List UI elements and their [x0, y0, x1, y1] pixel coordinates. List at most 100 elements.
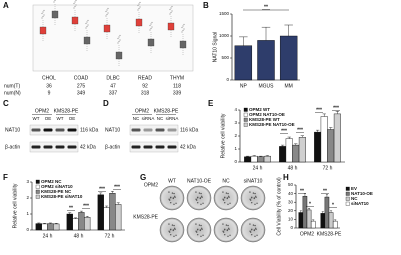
colony	[253, 197, 256, 200]
colony	[168, 191, 170, 193]
y-tick-label: 1	[234, 146, 237, 151]
band	[131, 145, 141, 149]
annotation: ***	[114, 184, 120, 190]
legend-swatch	[345, 186, 350, 191]
box	[51, 10, 59, 19]
legend-label: KMS28-PE siNAT10	[41, 194, 83, 199]
band	[155, 145, 165, 149]
colony	[225, 192, 228, 194]
outlier	[118, 40, 120, 43]
y-tick-label: 1	[26, 211, 29, 216]
colony	[249, 230, 251, 232]
panel-label: F	[3, 173, 8, 182]
y-tick-label: 0	[226, 77, 229, 82]
legend-label: siNAT10	[351, 201, 369, 206]
box	[115, 51, 123, 60]
outlier	[138, 3, 140, 5]
bar	[302, 195, 308, 229]
protein: β-actin	[5, 144, 20, 150]
outlier	[86, 25, 88, 28]
outlier	[73, 2, 75, 5]
outlier	[149, 24, 151, 27]
outlier	[119, 39, 121, 41]
panel-label: D	[103, 99, 109, 108]
band	[55, 128, 65, 132]
colony	[195, 230, 197, 232]
colony	[252, 192, 255, 194]
colony	[202, 234, 204, 236]
colony	[226, 197, 229, 200]
cell-line: OPM2	[35, 108, 49, 114]
colony	[254, 235, 256, 238]
y-tick-label: 0	[26, 227, 29, 232]
legend-swatch	[243, 122, 248, 127]
count: 337	[109, 90, 118, 96]
band	[167, 145, 177, 149]
colony	[198, 192, 201, 194]
band	[55, 145, 65, 149]
colony	[170, 234, 172, 236]
outlier	[87, 19, 89, 22]
colony	[254, 224, 256, 227]
bar	[234, 45, 253, 81]
x-tick-label: NP	[240, 83, 248, 89]
outlier	[73, 7, 75, 9]
colony	[200, 192, 202, 195]
bar	[84, 216, 91, 231]
colony	[228, 196, 230, 199]
row-label: num(N)	[4, 90, 21, 96]
legend-label: KMS28-PE WT	[249, 117, 280, 122]
outlier	[42, 11, 44, 13]
annotation: ***	[281, 128, 287, 134]
colony	[170, 228, 172, 230]
outlier	[106, 13, 108, 16]
outlier	[74, 1, 76, 3]
y-axis-label: NAT10 Signal	[212, 32, 218, 62]
band	[143, 145, 153, 149]
panel-label: H	[283, 173, 289, 182]
band	[143, 128, 153, 132]
outlier	[137, 4, 139, 7]
legend-swatch	[243, 112, 248, 117]
bar	[78, 212, 85, 231]
colony	[200, 224, 202, 227]
y-tick-label: 1000	[219, 33, 230, 38]
outlier	[53, 1, 55, 3]
bar	[66, 213, 73, 231]
bar	[314, 131, 322, 163]
column-label: siNAT10	[244, 178, 263, 184]
bar	[298, 137, 306, 163]
x-tick-label: 24 h	[43, 233, 53, 239]
colony	[251, 228, 253, 230]
bar	[35, 223, 42, 231]
colony	[224, 202, 226, 204]
x-tick-label: OPM2	[300, 231, 314, 237]
legend-swatch	[243, 107, 248, 112]
outlier	[182, 29, 184, 32]
colony	[201, 196, 203, 199]
outlier	[139, 6, 141, 8]
count: 318	[141, 90, 150, 96]
outlier	[171, 5, 173, 8]
colony	[229, 202, 231, 204]
colony	[253, 229, 256, 232]
well	[186, 185, 212, 211]
outlier	[138, 7, 140, 10]
colony	[168, 198, 170, 200]
x-tick-label: 48 h	[288, 165, 298, 171]
colony	[175, 234, 177, 236]
legend-label: EV	[351, 186, 357, 191]
colony	[224, 234, 226, 236]
outlier	[182, 25, 184, 27]
box	[39, 26, 47, 35]
y-tick-label: 20	[288, 208, 294, 213]
colony	[255, 228, 257, 231]
colony	[256, 234, 258, 236]
legend-label: KMS28-PE NC	[41, 189, 72, 194]
outlier	[54, 0, 56, 2]
colony	[252, 224, 255, 226]
y-tick-label: 30	[288, 199, 294, 204]
legend-swatch	[345, 201, 350, 206]
panel-label: A	[3, 1, 9, 10]
